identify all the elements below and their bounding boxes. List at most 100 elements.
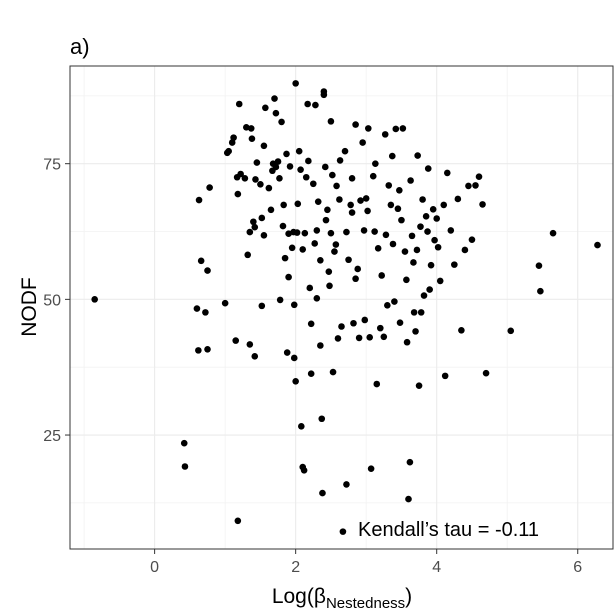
data-point: [305, 157, 312, 165]
data-point: [311, 240, 319, 247]
data-point: [304, 100, 311, 108]
data-point: [410, 259, 417, 266]
data-point: [420, 292, 428, 299]
data-point: [285, 273, 292, 281]
data-point: [331, 248, 338, 255]
data-point: [225, 147, 232, 155]
data-point: [329, 171, 336, 179]
data-point: [292, 80, 299, 87]
data-point: [348, 209, 356, 216]
data-point: [384, 302, 391, 309]
data-point: [401, 248, 409, 255]
data-point: [297, 166, 304, 173]
data-point: [458, 326, 465, 334]
data-point: [479, 201, 486, 208]
data-point: [364, 125, 372, 132]
data-point: [325, 268, 333, 275]
data-point: [301, 229, 309, 237]
x-axis-ticks: 0 2 4 6: [150, 549, 582, 576]
data-point: [468, 236, 476, 243]
data-point: [253, 159, 261, 166]
data-point: [357, 197, 364, 204]
data-point: [371, 228, 378, 235]
data-point: [441, 372, 449, 380]
x-tick-label: 2: [291, 559, 300, 576]
data-point: [221, 299, 229, 307]
data-point: [440, 201, 448, 209]
data-point: [197, 257, 205, 265]
data-point: [288, 244, 296, 252]
data-point: [417, 223, 424, 230]
data-point: [237, 170, 244, 178]
data-point: [391, 298, 398, 305]
y-axis-ticks: 25 50 75: [43, 157, 70, 445]
data-point: [369, 172, 377, 180]
data-point: [427, 261, 435, 269]
data-point: [230, 134, 237, 141]
data-point: [537, 287, 544, 295]
data-point: [322, 216, 330, 224]
data-point: [472, 182, 479, 189]
x-axis-label: Log(βNestedness): [272, 585, 412, 612]
data-points: [91, 80, 601, 535]
data-point: [262, 104, 269, 112]
x-axis-label-subscript: Nestedness: [326, 595, 405, 612]
data-point: [278, 118, 285, 126]
data-point: [234, 190, 242, 198]
data-point: [272, 163, 280, 171]
data-point: [318, 415, 326, 423]
data-point: [313, 227, 321, 234]
data-point: [265, 184, 273, 192]
data-point: [247, 125, 255, 132]
data-point: [367, 465, 375, 472]
data-point: [352, 275, 359, 283]
data-point: [412, 328, 419, 335]
data-point: [332, 241, 340, 248]
data-point: [366, 334, 374, 341]
data-point: [241, 175, 249, 182]
data-point: [195, 347, 202, 354]
data-point: [352, 121, 359, 128]
data-point: [424, 165, 432, 172]
plot-area: [70, 66, 613, 549]
data-point: [403, 338, 411, 346]
data-point: [348, 175, 356, 182]
data-point: [408, 232, 416, 240]
data-point: [415, 382, 423, 389]
data-point: [321, 163, 329, 171]
data-point: [424, 228, 431, 235]
data-point: [319, 489, 326, 497]
data-point: [204, 267, 211, 274]
data-point: [292, 378, 299, 385]
data-point: [433, 215, 441, 222]
data-point: [307, 320, 315, 328]
data-point: [422, 213, 430, 220]
data-point: [394, 205, 402, 213]
data-point: [317, 342, 324, 349]
data-point: [326, 282, 333, 290]
data-point: [202, 309, 209, 316]
data-point: [388, 152, 396, 160]
data-point: [431, 236, 438, 244]
data-point: [251, 353, 259, 360]
data-point: [454, 195, 462, 203]
y-axis-label: NODF: [18, 277, 41, 337]
data-point: [295, 147, 303, 155]
data-point: [413, 246, 421, 254]
data-point: [234, 517, 242, 525]
data-point: [313, 294, 321, 302]
data-point: [267, 206, 275, 214]
data-point: [410, 309, 418, 316]
data-point: [232, 337, 240, 344]
data-point: [429, 205, 437, 213]
data-point: [381, 131, 389, 138]
x-axis-label-close: ): [405, 585, 412, 608]
data-point: [403, 276, 410, 284]
data-point: [276, 296, 284, 304]
data-point: [336, 196, 343, 203]
data-point: [461, 246, 469, 254]
data-point: [345, 256, 352, 264]
data-point: [339, 528, 347, 535]
data-point: [355, 334, 363, 342]
data-point: [276, 175, 283, 182]
